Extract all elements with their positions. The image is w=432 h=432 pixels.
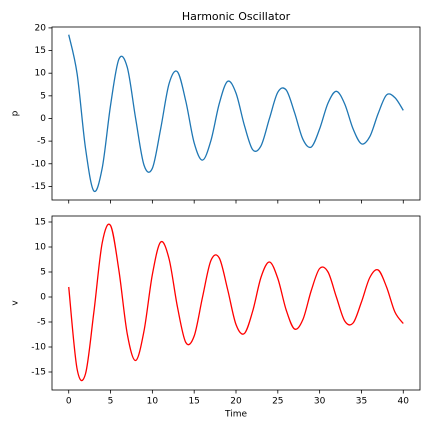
x-tick-label: 0 [66,397,72,407]
y-tick-label: -15 [31,182,46,192]
x-tick-label: 15 [188,397,199,407]
y-tick-label: 10 [35,69,47,79]
y-tick-label: -5 [37,318,46,328]
plot-frame [51,215,421,391]
y-tick-label: 15 [35,46,46,56]
x-axis-label: Time [224,410,247,420]
x-tick-label: 5 [108,397,114,407]
x-tick-label: 30 [314,397,326,407]
x-tick-label: 20 [230,397,242,407]
line [68,223,404,382]
y-tick-label: 5 [40,268,46,278]
y-axis-label: p [11,110,21,116]
y-tick-label: 10 [35,243,47,253]
line [68,34,404,193]
y-tick-label: -5 [37,137,46,147]
plot-frame [51,26,421,201]
y-tick-label: 0 [40,114,46,124]
y-tick-label: 20 [35,23,47,33]
y-tick-label: -10 [31,159,46,169]
x-tick-label: 40 [398,397,410,407]
chart-title: Harmonic Oscillator [182,10,291,23]
y-tick-label: 0 [40,293,46,303]
y-tick-label: 15 [35,218,46,228]
y-tick-label: -15 [31,368,46,378]
x-tick-label: 10 [147,397,159,407]
y-tick-label: 5 [40,91,46,101]
y-tick-label: -10 [31,343,46,353]
x-tick-label: 35 [356,397,367,407]
x-tick-label: 25 [272,397,283,407]
y-axis-label: v [11,300,21,306]
